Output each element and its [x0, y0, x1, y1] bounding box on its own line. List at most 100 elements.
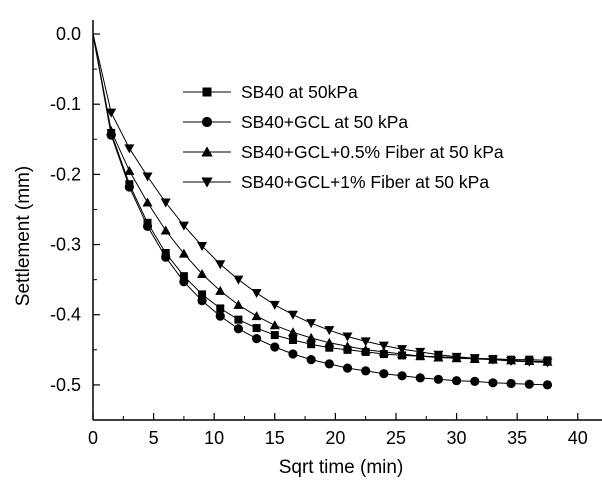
series-1-point — [179, 272, 188, 281]
series-4-point — [378, 341, 389, 351]
x-tick-label: 0 — [88, 428, 98, 448]
series-3-point — [360, 344, 371, 354]
series-4-point — [415, 347, 426, 357]
series-2-point — [361, 366, 371, 376]
y-tick-label: 0.0 — [56, 24, 81, 44]
series-4-point — [542, 358, 553, 368]
series-3-point — [197, 269, 208, 279]
series-4-point — [451, 352, 462, 362]
series-1-point — [216, 304, 225, 313]
legend-marker — [201, 177, 213, 188]
series-4-point — [106, 108, 117, 118]
series-3-point — [124, 165, 135, 175]
legend-item-1: SB40 at 50kPa — [183, 82, 358, 102]
x-tick-label: 20 — [325, 428, 345, 448]
legend-marker — [201, 116, 213, 128]
series-2-point — [288, 349, 298, 359]
legend-item-2: SB40+GCL at 50 kPa — [183, 112, 408, 132]
y-tick-label: -0.3 — [50, 235, 81, 255]
series-2-point — [506, 378, 516, 389]
series-2-point — [324, 359, 334, 369]
x-axis-title: Sqrt time (min) — [279, 457, 404, 478]
series-3-point — [215, 285, 226, 295]
legend-label: SB40+GCL at 50 kPa — [241, 112, 408, 132]
series-3-point — [342, 341, 353, 351]
series-1-point — [234, 315, 243, 324]
y-tick-label: -0.5 — [50, 375, 81, 395]
series-2-point — [379, 369, 389, 379]
axis-ticks — [92, 33, 579, 420]
series-2-point — [306, 355, 316, 365]
legend-item-3: SB40+GCL+0.5% Fiber at 50 kPa — [183, 142, 504, 162]
series-1-point — [252, 324, 261, 333]
series-2-point — [161, 252, 171, 262]
series-3-point — [233, 299, 244, 309]
series-4-point — [433, 350, 444, 360]
y-tick-label: -0.4 — [50, 305, 81, 325]
series-4-point — [124, 144, 135, 154]
series-3-point — [142, 197, 153, 207]
series-3-point — [324, 337, 335, 347]
series-4-point — [215, 260, 226, 270]
series-2-point — [142, 221, 153, 231]
series-4-point — [197, 241, 208, 251]
legend-label: SB40+GCL+0.5% Fiber at 50 kPa — [241, 142, 504, 162]
series-4 — [92, 33, 553, 368]
x-tick-label: 5 — [149, 428, 159, 448]
series-4-point — [142, 172, 153, 182]
series-4-point — [251, 288, 262, 298]
axis-tick-labels: 0 5 10 15 20 25 30 35 40 0.0 -0.1 -0.2 -0.3 -0.4 -0.5 — [50, 24, 588, 448]
series-1-point — [270, 331, 279, 340]
x-tick-label: 15 — [265, 428, 285, 448]
series-2-point — [470, 376, 480, 387]
series-2-point — [542, 380, 553, 390]
series-2-point — [252, 333, 262, 344]
series-1-point — [288, 336, 297, 344]
series-4-point — [324, 326, 335, 336]
series-4-point — [506, 357, 517, 367]
series-1-point — [198, 290, 207, 299]
series-4-line — [92, 33, 548, 363]
data-series — [92, 33, 553, 390]
series-3-point — [287, 327, 298, 337]
series-2-point — [215, 311, 225, 321]
x-tick-label: 35 — [507, 428, 527, 448]
x-tick-label: 25 — [386, 428, 406, 448]
series-3-point — [378, 346, 389, 356]
series-4-point — [524, 357, 535, 367]
series-2-point — [233, 324, 244, 334]
series-2-point — [179, 277, 189, 287]
series-1-point — [325, 343, 334, 352]
series-4-point — [178, 221, 189, 231]
series-4-point — [287, 310, 298, 320]
series-2-point — [488, 378, 498, 388]
series-2-point — [451, 376, 462, 386]
y-tick-label: -0.1 — [50, 94, 81, 114]
series-3-point — [106, 125, 117, 135]
legend-item-4: SB40+GCL+1% Fiber at 50 kPa — [183, 172, 489, 192]
series-2-point — [397, 371, 407, 381]
series-3-point — [178, 248, 189, 258]
series-4-point — [306, 319, 317, 329]
series-3-point — [269, 320, 280, 330]
series-4-point — [469, 354, 480, 364]
series-1-point — [307, 340, 316, 349]
series-4-point — [360, 337, 371, 347]
legend-label: SB40 at 50kPa — [241, 82, 358, 102]
x-tick-label: 10 — [204, 428, 224, 448]
series-2-point — [342, 363, 353, 373]
series-2-point — [197, 296, 207, 306]
series-3-point — [251, 311, 262, 321]
series-4-point — [269, 300, 280, 310]
x-tick-label: 40 — [568, 428, 588, 448]
series-3-point — [306, 332, 317, 342]
legend: SB40 at 50kPa SB40+GCL at 50 kPa SB40+GCL+… — [183, 82, 504, 192]
series-3-point — [160, 225, 171, 235]
legend-marker — [201, 146, 213, 157]
legend-marker — [202, 87, 212, 97]
series-4-point — [233, 275, 244, 285]
series-2-point — [524, 379, 534, 389]
series-2-point — [270, 342, 280, 352]
y-axis-title: Settlement (mm) — [13, 166, 34, 306]
